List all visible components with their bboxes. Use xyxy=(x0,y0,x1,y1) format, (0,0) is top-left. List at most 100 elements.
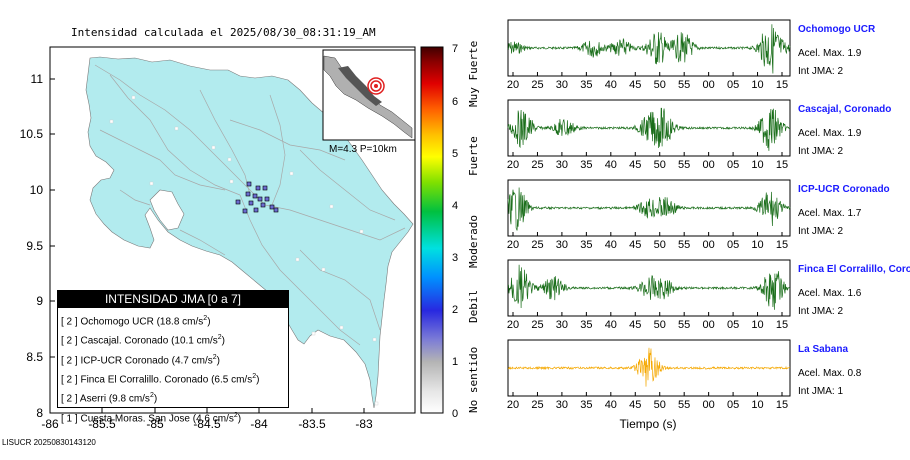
waveform-tick-label: 15 xyxy=(776,159,788,171)
waveform-x-axis-label: Tiempo (s) xyxy=(620,417,677,431)
legend-unit-exponent: 2 xyxy=(233,411,238,419)
waveform-tick-label: 35 xyxy=(580,399,592,411)
waveform-tick-label: 45 xyxy=(629,79,641,91)
x-tick-label: -84 xyxy=(250,417,268,431)
station-max-accel: Acel. Max. 1.9 xyxy=(798,128,862,139)
waveform-tick-label: 45 xyxy=(629,239,641,251)
x-tick-label: -85.5 xyxy=(88,417,116,431)
waveform-tick-label: 10 xyxy=(751,239,763,251)
station-jma-intensity: Int JMA: 2 xyxy=(798,306,844,317)
station-max-accel: Acel. Max. 1.9 xyxy=(798,48,862,59)
epicenter-marker xyxy=(374,84,378,88)
waveform-tick-label: 20 xyxy=(507,79,519,91)
waveform-tick-label: 20 xyxy=(507,239,519,251)
waveform-tick-label: 05 xyxy=(727,79,739,91)
colorbar-tick: 0 xyxy=(452,408,458,420)
legend-unit-exponent: 2 xyxy=(217,334,222,342)
road-network xyxy=(94,64,406,346)
epicenter-ring-mid xyxy=(370,80,382,92)
waveform-tick-label: 25 xyxy=(531,79,543,91)
legend-row: [ 2 ] Finca El Corralillo. Coronado (6.5… xyxy=(61,369,259,388)
legend-unit-exponent: 2 xyxy=(212,353,217,361)
legend-station-text: Cascajal. Coronado (10.1 cm/s xyxy=(80,335,218,347)
waveform-tick-label: 15 xyxy=(776,79,788,91)
station-name: Finca El Corralillo, Coronado xyxy=(798,264,910,275)
legend-title: INTENSIDAD JMA [0 a 7] xyxy=(58,291,288,308)
waveform-tick-label: 50 xyxy=(654,399,666,411)
inset-map: M=4.3 P=10km xyxy=(322,49,416,155)
legend-station-text: ICP-UCR Coronado (4.7 cm/s xyxy=(80,354,213,366)
y-tick-label: 9 xyxy=(36,294,43,308)
waveform-tick-label: 00 xyxy=(703,319,715,331)
y-tick-label: 8 xyxy=(36,406,43,420)
waveform-tick-label: 50 xyxy=(654,79,666,91)
legend-row: [ 2 ] Ochomogo UCR (18.8 cm/s2) xyxy=(61,311,259,330)
waveform-tick-label: 05 xyxy=(727,159,739,171)
waveform-tick-label: 25 xyxy=(531,319,543,331)
waveform-tick-label: 55 xyxy=(678,399,690,411)
legend-level: [ 2 ] xyxy=(61,354,78,366)
legend-station-text: Aserri (9.8 cm/s xyxy=(79,393,150,405)
station-jma-intensity: Int JMA: 1 xyxy=(798,386,844,397)
class-label-muy-fuerte: Muy Fuerte xyxy=(467,41,480,107)
station-markers xyxy=(235,181,279,214)
waveform-trace xyxy=(507,107,791,151)
x-tick-label: -86 xyxy=(41,417,59,431)
map-ticks xyxy=(49,78,365,413)
waveform-tick-label: 00 xyxy=(703,239,715,251)
colorbar-tick: 6 xyxy=(452,96,458,108)
station-name: La Sabana xyxy=(798,344,849,355)
town-markers xyxy=(109,95,379,406)
legend-unit-exponent: 2 xyxy=(252,372,257,380)
legend-station-text: Cuesta Moras. San Jose (4.6 cm/s xyxy=(80,412,234,424)
station-name: Ochomogo UCR xyxy=(798,24,876,35)
station-jma-intensity: Int JMA: 2 xyxy=(798,66,844,77)
waveform-tick-label: 35 xyxy=(580,79,592,91)
y-tick-label: 8.5 xyxy=(26,350,43,364)
waveform-tick-label: 55 xyxy=(678,79,690,91)
waveform-tick-label: 55 xyxy=(678,159,690,171)
y-tick-label: 10.5 xyxy=(20,127,44,141)
waveform-tick-label: 30 xyxy=(556,399,568,411)
station-max-accel: Acel. Max. 1.6 xyxy=(798,288,862,299)
map-y-tick-labels: 11 10.5 10 9.5 9 8.5 8 xyxy=(20,72,44,420)
legend-level: [ 2 ] xyxy=(61,335,78,347)
colorbar-tick: 5 xyxy=(452,148,458,160)
station-max-accel: Acel. Max. 1.7 xyxy=(798,208,862,219)
waveform-tick-label: 50 xyxy=(654,239,666,251)
legend-level: [ 1 ] xyxy=(61,412,78,424)
station-jma-intensity: Int JMA: 2 xyxy=(798,146,844,157)
class-label-fuerte: Fuerte xyxy=(467,136,480,176)
waveform-trace xyxy=(507,24,791,74)
footer-id: LISUCR 20250830143120 xyxy=(2,438,96,447)
waveform-tick-label: 25 xyxy=(531,399,543,411)
colorbar-tick-labels: 0 1 2 3 4 5 6 7 xyxy=(452,43,458,420)
waveform-trace xyxy=(507,187,791,231)
map-x-tick-labels: -86 -85.5 -85 -84.5 -84 -83.5 -83 xyxy=(41,417,373,431)
waveform-tick-label: 10 xyxy=(751,79,763,91)
legend-tail: ) xyxy=(216,354,220,366)
y-tick-label: 10 xyxy=(30,183,44,197)
legend-station-text: Finca El Corralillo. Coronado (6.5 cm/s xyxy=(80,374,253,386)
waveform-tick-label: 35 xyxy=(580,159,592,171)
intensity-colorbar: 0 1 2 3 4 5 6 7 No sentido Debil Moderad… xyxy=(420,41,480,420)
waveform-tick-label: 35 xyxy=(580,319,592,331)
class-label-debil: Debil xyxy=(467,290,480,323)
station-jma-intensity: Int JMA: 2 xyxy=(798,226,844,237)
station-name: ICP-UCR Coronado xyxy=(798,184,890,195)
legend-row: [ 1 ] Cuesta Moras. San Jose (4.6 cm/s2) xyxy=(61,408,259,427)
waveform-tick-label: 20 xyxy=(507,399,519,411)
station-name: Cascajal, Coronado xyxy=(798,104,892,115)
waveform-tick-label: 00 xyxy=(703,159,715,171)
waveform-tick-label: 20 xyxy=(507,159,519,171)
waveform-tick-label: 45 xyxy=(629,399,641,411)
waveform-tick-label: 40 xyxy=(605,159,617,171)
colorbar-class-labels: No sentido Debil Moderado Fuerte Muy Fue… xyxy=(467,41,480,413)
waveform-tick-label: 05 xyxy=(727,239,739,251)
legend-level: [ 2 ] xyxy=(61,316,78,328)
legend-level: [ 2 ] xyxy=(61,374,78,386)
waveform-tick-label: 55 xyxy=(678,319,690,331)
colorbar-tick: 7 xyxy=(452,43,458,55)
waveform-tick-label: 20 xyxy=(507,319,519,331)
waveform-tick-label: 30 xyxy=(556,319,568,331)
